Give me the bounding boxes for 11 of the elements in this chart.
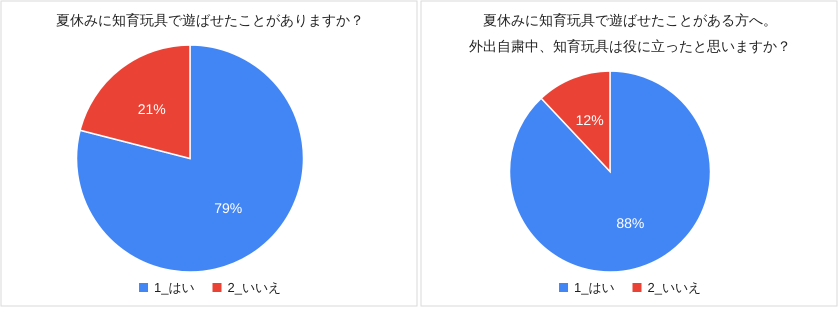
legend-label: 2_いいえ (648, 280, 701, 295)
data-label: 79% (214, 200, 242, 216)
chart-subtitle: 外出自粛中、知育玩具は役に立ったと思いますか？ (469, 38, 791, 54)
legend-label: 1_はい (154, 280, 194, 295)
chart-title: 夏休みに知育玩具で遊ばせたことがありますか？ (56, 12, 364, 28)
chart-title: 夏休みに知育玩具で遊ばせたことがある方へ。 (483, 12, 777, 28)
legend-label: 2_いいえ (228, 280, 281, 295)
legend-label: 1_はい (574, 280, 614, 295)
data-label: 88% (616, 214, 644, 231)
data-label: 12% (576, 112, 604, 128)
data-label: 21% (138, 101, 166, 118)
